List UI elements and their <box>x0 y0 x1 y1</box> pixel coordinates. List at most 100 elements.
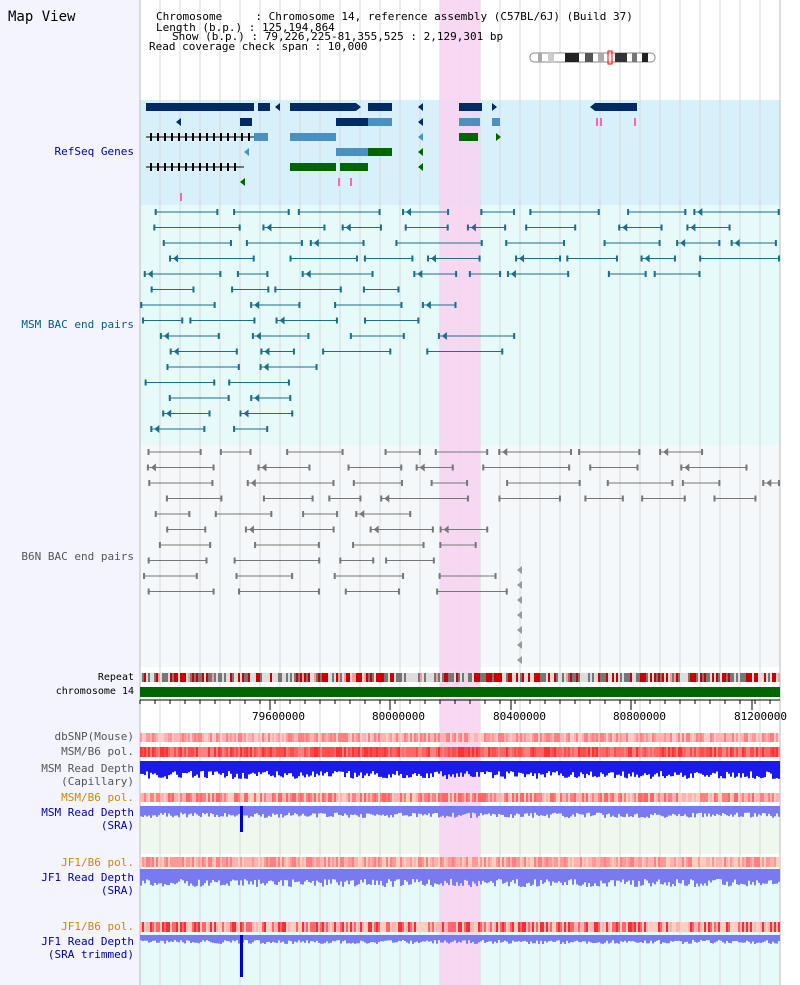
polymorphism-mark <box>170 733 172 742</box>
read-depth-bar <box>202 869 204 886</box>
polymorphism-mark <box>760 857 762 867</box>
repeat-mark <box>198 673 200 682</box>
read-depth-bar <box>424 935 426 942</box>
polymorphism-mark <box>702 733 704 742</box>
polymorphism-mark <box>340 747 342 757</box>
repeat-mark <box>404 673 406 682</box>
polymorphism-mark <box>188 747 190 757</box>
polymorphism-mark <box>690 922 692 932</box>
repeat-mark <box>588 673 590 682</box>
polymorphism-mark <box>492 857 494 867</box>
polymorphism-mark <box>556 857 558 867</box>
repeat-mark <box>690 673 692 682</box>
polymorphism-mark <box>704 922 706 932</box>
read-depth-bar <box>630 806 632 817</box>
polymorphism-mark <box>334 747 336 757</box>
polymorphism-mark <box>352 922 354 932</box>
polymorphism-mark <box>698 857 700 867</box>
polymorphism-mark <box>778 857 780 867</box>
read-depth-bar <box>538 869 540 886</box>
polymorphism-mark <box>178 793 180 802</box>
polymorphism-mark <box>584 793 586 802</box>
polymorphism-mark <box>668 733 670 742</box>
read-depth-bar <box>400 806 402 813</box>
read-depth-bar <box>726 869 728 882</box>
repeat-mark <box>188 673 190 682</box>
axis-tick-label: 80800000 <box>613 710 666 723</box>
read-depth-bar <box>394 869 396 881</box>
polymorphism-mark <box>346 747 348 757</box>
read-depth-bar <box>398 935 400 941</box>
repeat-mark <box>258 673 260 682</box>
polymorphism-mark <box>228 857 230 867</box>
track-label-b6n-bac[interactable]: B6N BAC end pairs <box>21 550 134 563</box>
read-depth-bar <box>342 935 344 942</box>
track-label-refseq[interactable]: RefSeq Genes <box>54 145 134 158</box>
bac-end <box>718 480 721 486</box>
polymorphism-mark <box>702 747 704 757</box>
polymorphism-mark <box>642 747 644 757</box>
read-depth-bar <box>266 869 268 884</box>
read-depth-bar <box>770 806 772 816</box>
polymorphism-mark <box>196 922 198 932</box>
polymorphism-mark <box>220 793 222 802</box>
polymorphism-mark <box>650 793 652 802</box>
repeat-mark <box>260 673 262 682</box>
read-depth-bar <box>170 761 172 775</box>
polymorphism-mark <box>224 922 226 932</box>
polymorphism-mark <box>176 857 178 867</box>
polymorphism-mark <box>518 793 520 802</box>
polymorphism-mark <box>718 733 720 742</box>
read-depth-bar <box>500 869 502 880</box>
polymorphism-mark <box>216 793 218 802</box>
read-depth-bar <box>700 806 702 813</box>
repeat-mark <box>284 673 286 682</box>
polymorphism-mark <box>594 922 596 932</box>
polymorphism-mark <box>186 857 188 867</box>
polymorphism-mark <box>354 747 356 757</box>
polymorphism-mark <box>606 857 608 867</box>
read-depth-bar <box>716 869 718 880</box>
polymorphism-mark <box>144 793 146 802</box>
polymorphism-mark <box>168 922 170 932</box>
polymorphism-mark <box>670 747 672 757</box>
polymorphism-mark <box>276 922 278 932</box>
polymorphism-mark <box>382 733 384 742</box>
polymorphism-mark <box>262 922 264 932</box>
read-depth-bar <box>180 935 182 941</box>
read-depth-bar <box>484 761 486 775</box>
bac-end <box>402 573 405 579</box>
repeat-mark <box>474 673 476 682</box>
read-depth-bar <box>704 806 706 814</box>
read-depth-bar <box>230 935 232 943</box>
polymorphism-mark <box>290 747 292 757</box>
polymorphism-mark <box>662 857 664 867</box>
polymorphism-mark <box>226 733 228 742</box>
polymorphism-mark <box>542 922 544 932</box>
polymorphism-mark <box>152 733 154 742</box>
polymorphism-mark <box>732 857 734 867</box>
read-depth-bar <box>762 806 764 813</box>
polymorphism-mark <box>744 747 746 757</box>
repeat-mark <box>502 673 504 682</box>
polymorphism-mark <box>660 733 662 742</box>
read-depth-bar <box>428 935 430 942</box>
polymorphism-mark <box>572 857 574 867</box>
bac-end <box>439 526 442 533</box>
polymorphism-mark <box>736 733 738 742</box>
read-depth-bar <box>278 869 280 882</box>
read-depth-bar <box>622 761 624 772</box>
polymorphism-mark <box>544 747 546 757</box>
read-depth-bar <box>760 935 762 943</box>
read-depth-bar <box>368 806 370 814</box>
read-depth-bar <box>224 869 226 886</box>
polymorphism-mark <box>690 747 692 757</box>
read-depth-bar <box>470 806 472 818</box>
polymorphism-mark <box>340 857 342 867</box>
info-coverage-span: Read coverage check span : 10,000 <box>149 40 368 53</box>
read-depth-bar <box>564 806 566 818</box>
polymorphism-mark <box>424 733 426 742</box>
track-label-msm-bac[interactable]: MSM BAC end pairs <box>21 318 134 331</box>
polymorphism-mark <box>296 857 298 867</box>
